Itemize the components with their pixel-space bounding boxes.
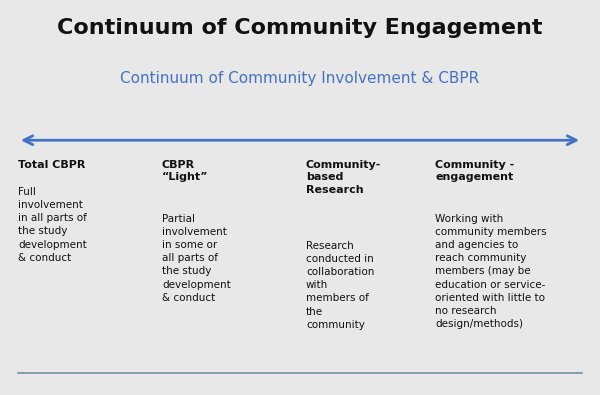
Text: Partial
involvement
in some or
all parts of
the study
development
& conduct: Partial involvement in some or all parts… <box>162 214 231 303</box>
Text: Total CBPR: Total CBPR <box>18 160 85 170</box>
Text: Community -
engagement: Community - engagement <box>435 160 514 182</box>
Text: Continuum of Community Engagement: Continuum of Community Engagement <box>57 18 543 38</box>
Text: CBPR
“Light”: CBPR “Light” <box>162 160 209 182</box>
Text: Full
involvement
in all parts of
the study
development
& conduct: Full involvement in all parts of the stu… <box>18 187 87 263</box>
Text: Community-
based
Research: Community- based Research <box>306 160 382 195</box>
Text: Continuum of Community Involvement & CBPR: Continuum of Community Involvement & CBP… <box>121 71 479 86</box>
Text: Research
conducted in
collaboration
with
members of
the
community: Research conducted in collaboration with… <box>306 241 374 330</box>
Text: Working with
community members
and agencies to
reach community
members (may be
e: Working with community members and agenc… <box>435 214 547 329</box>
